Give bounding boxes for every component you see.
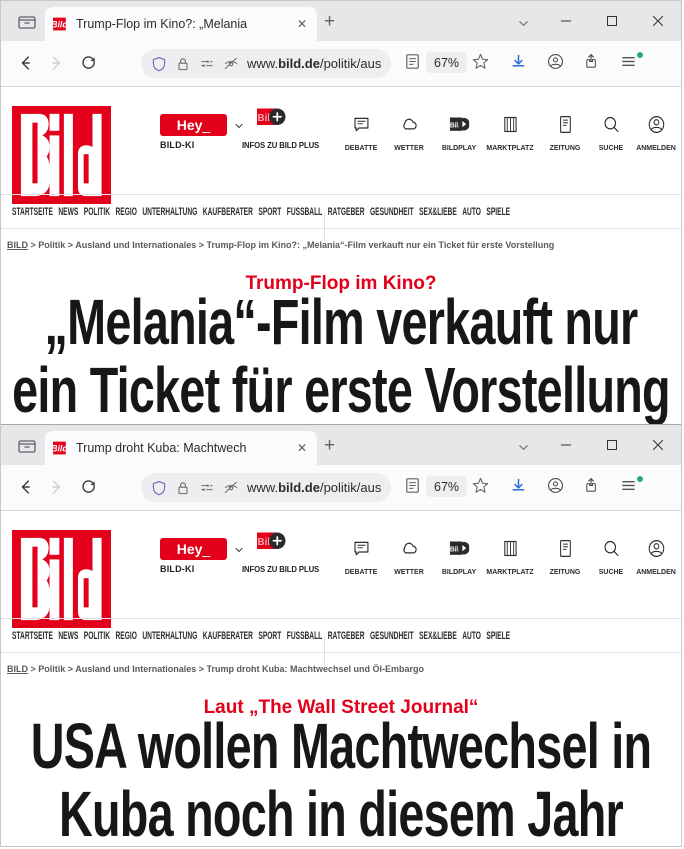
svg-text:Bild: Bild (53, 444, 68, 454)
svg-text:Bild: Bild (53, 20, 68, 30)
